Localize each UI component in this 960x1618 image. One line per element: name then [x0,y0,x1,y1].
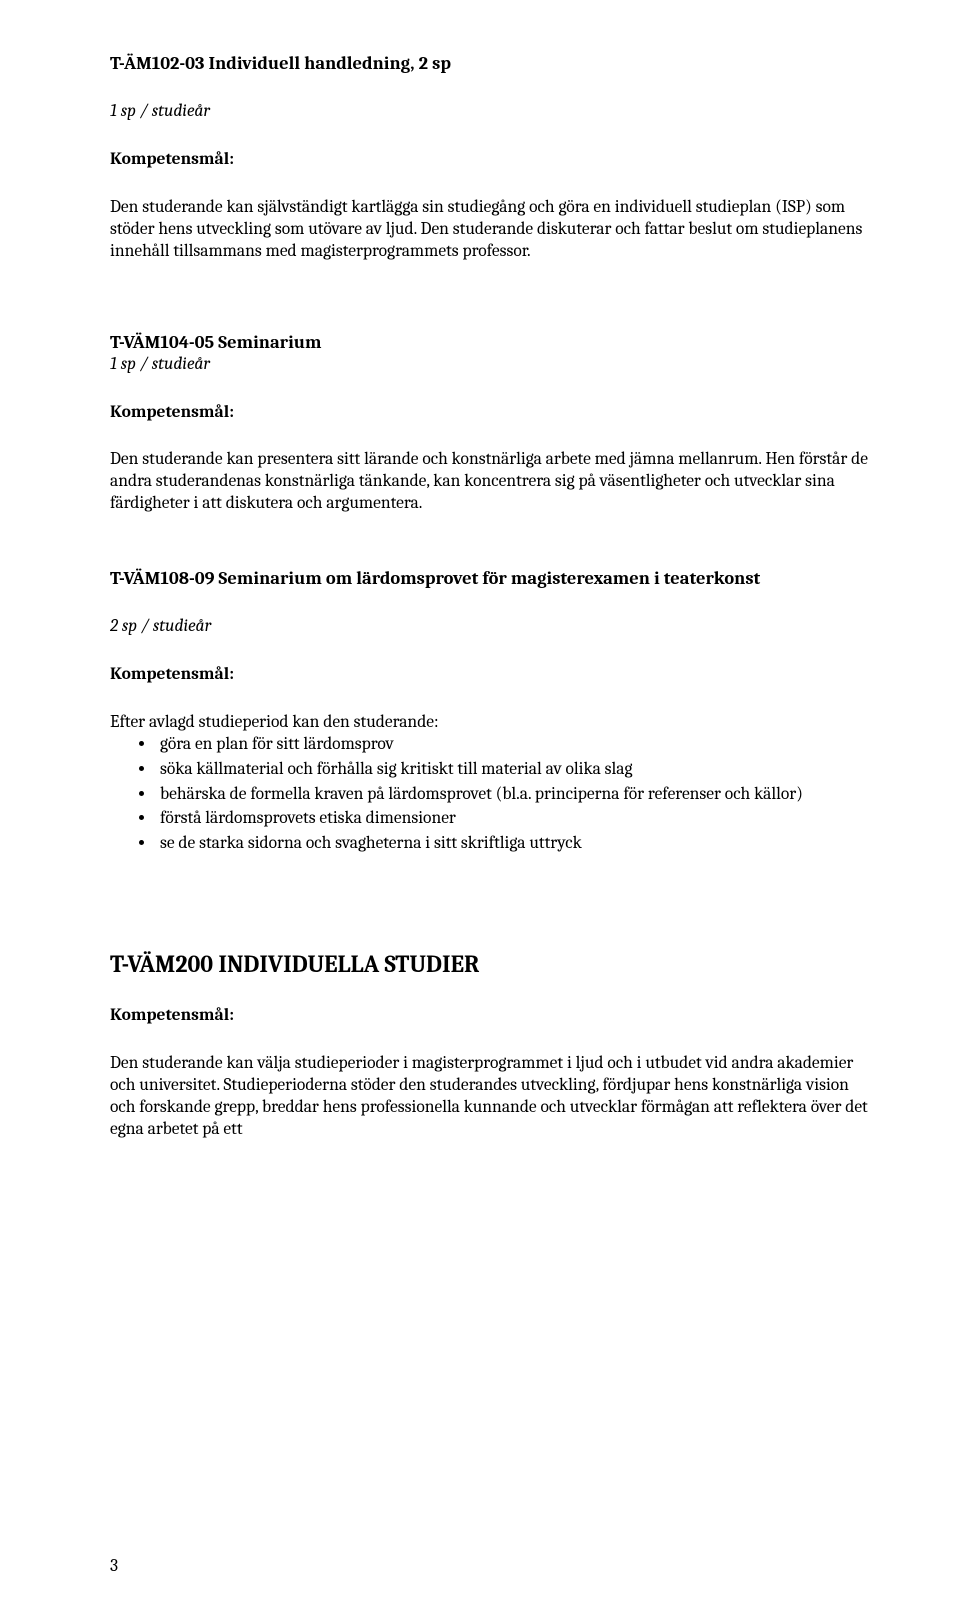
competence-label: Kompetensmål: [110,402,870,424]
list-item: se de starka sidorna och svagheterna i s… [156,833,870,855]
bullet-list: göra en plan för sitt lärdomsprov söka k… [110,734,870,855]
spacer [110,881,870,923]
competence-label: Kompetensmål: [110,664,870,686]
competence-label: Kompetensmål: [110,149,870,171]
course-credits: 1 sp / studieår [110,101,870,123]
page-number: 3 [110,1556,118,1578]
course-title: T-ÄM102-03 Individuell handledning, 2 sp [110,52,870,75]
course-body: Den studerande kan självständigt kartläg… [110,197,870,263]
spacer [110,541,870,567]
list-item: förstå lärdomsprovets etiska dimensioner [156,808,870,830]
course-body: Den studerande kan presentera sitt läran… [110,449,870,515]
section-title: T-VÄM200 INDIVIDUELLA STUDIER [110,949,870,979]
course-credits: 2 sp / studieår [110,616,870,638]
document-page: T-ÄM102-03 Individuell handledning, 2 sp… [0,0,960,1618]
spacer [110,289,870,331]
bullet-lead: Efter avlagd studieperiod kan den studer… [110,712,870,734]
list-item: göra en plan för sitt lärdomsprov [156,734,870,756]
spacer [110,923,870,949]
course-title: T-VÄM108-09 Seminarium om lärdomsprovet … [110,567,870,590]
competence-label: Kompetensmål: [110,1005,870,1027]
course-credits: 1 sp / studieår [110,354,870,376]
list-item: behärska de formella kraven på lärdomspr… [156,784,870,806]
course-title: T-VÄM104-05 Seminarium [110,331,870,354]
list-item: söka källmaterial och förhålla sig kriti… [156,759,870,781]
section-body: Den studerande kan välja studieperioder … [110,1053,870,1141]
